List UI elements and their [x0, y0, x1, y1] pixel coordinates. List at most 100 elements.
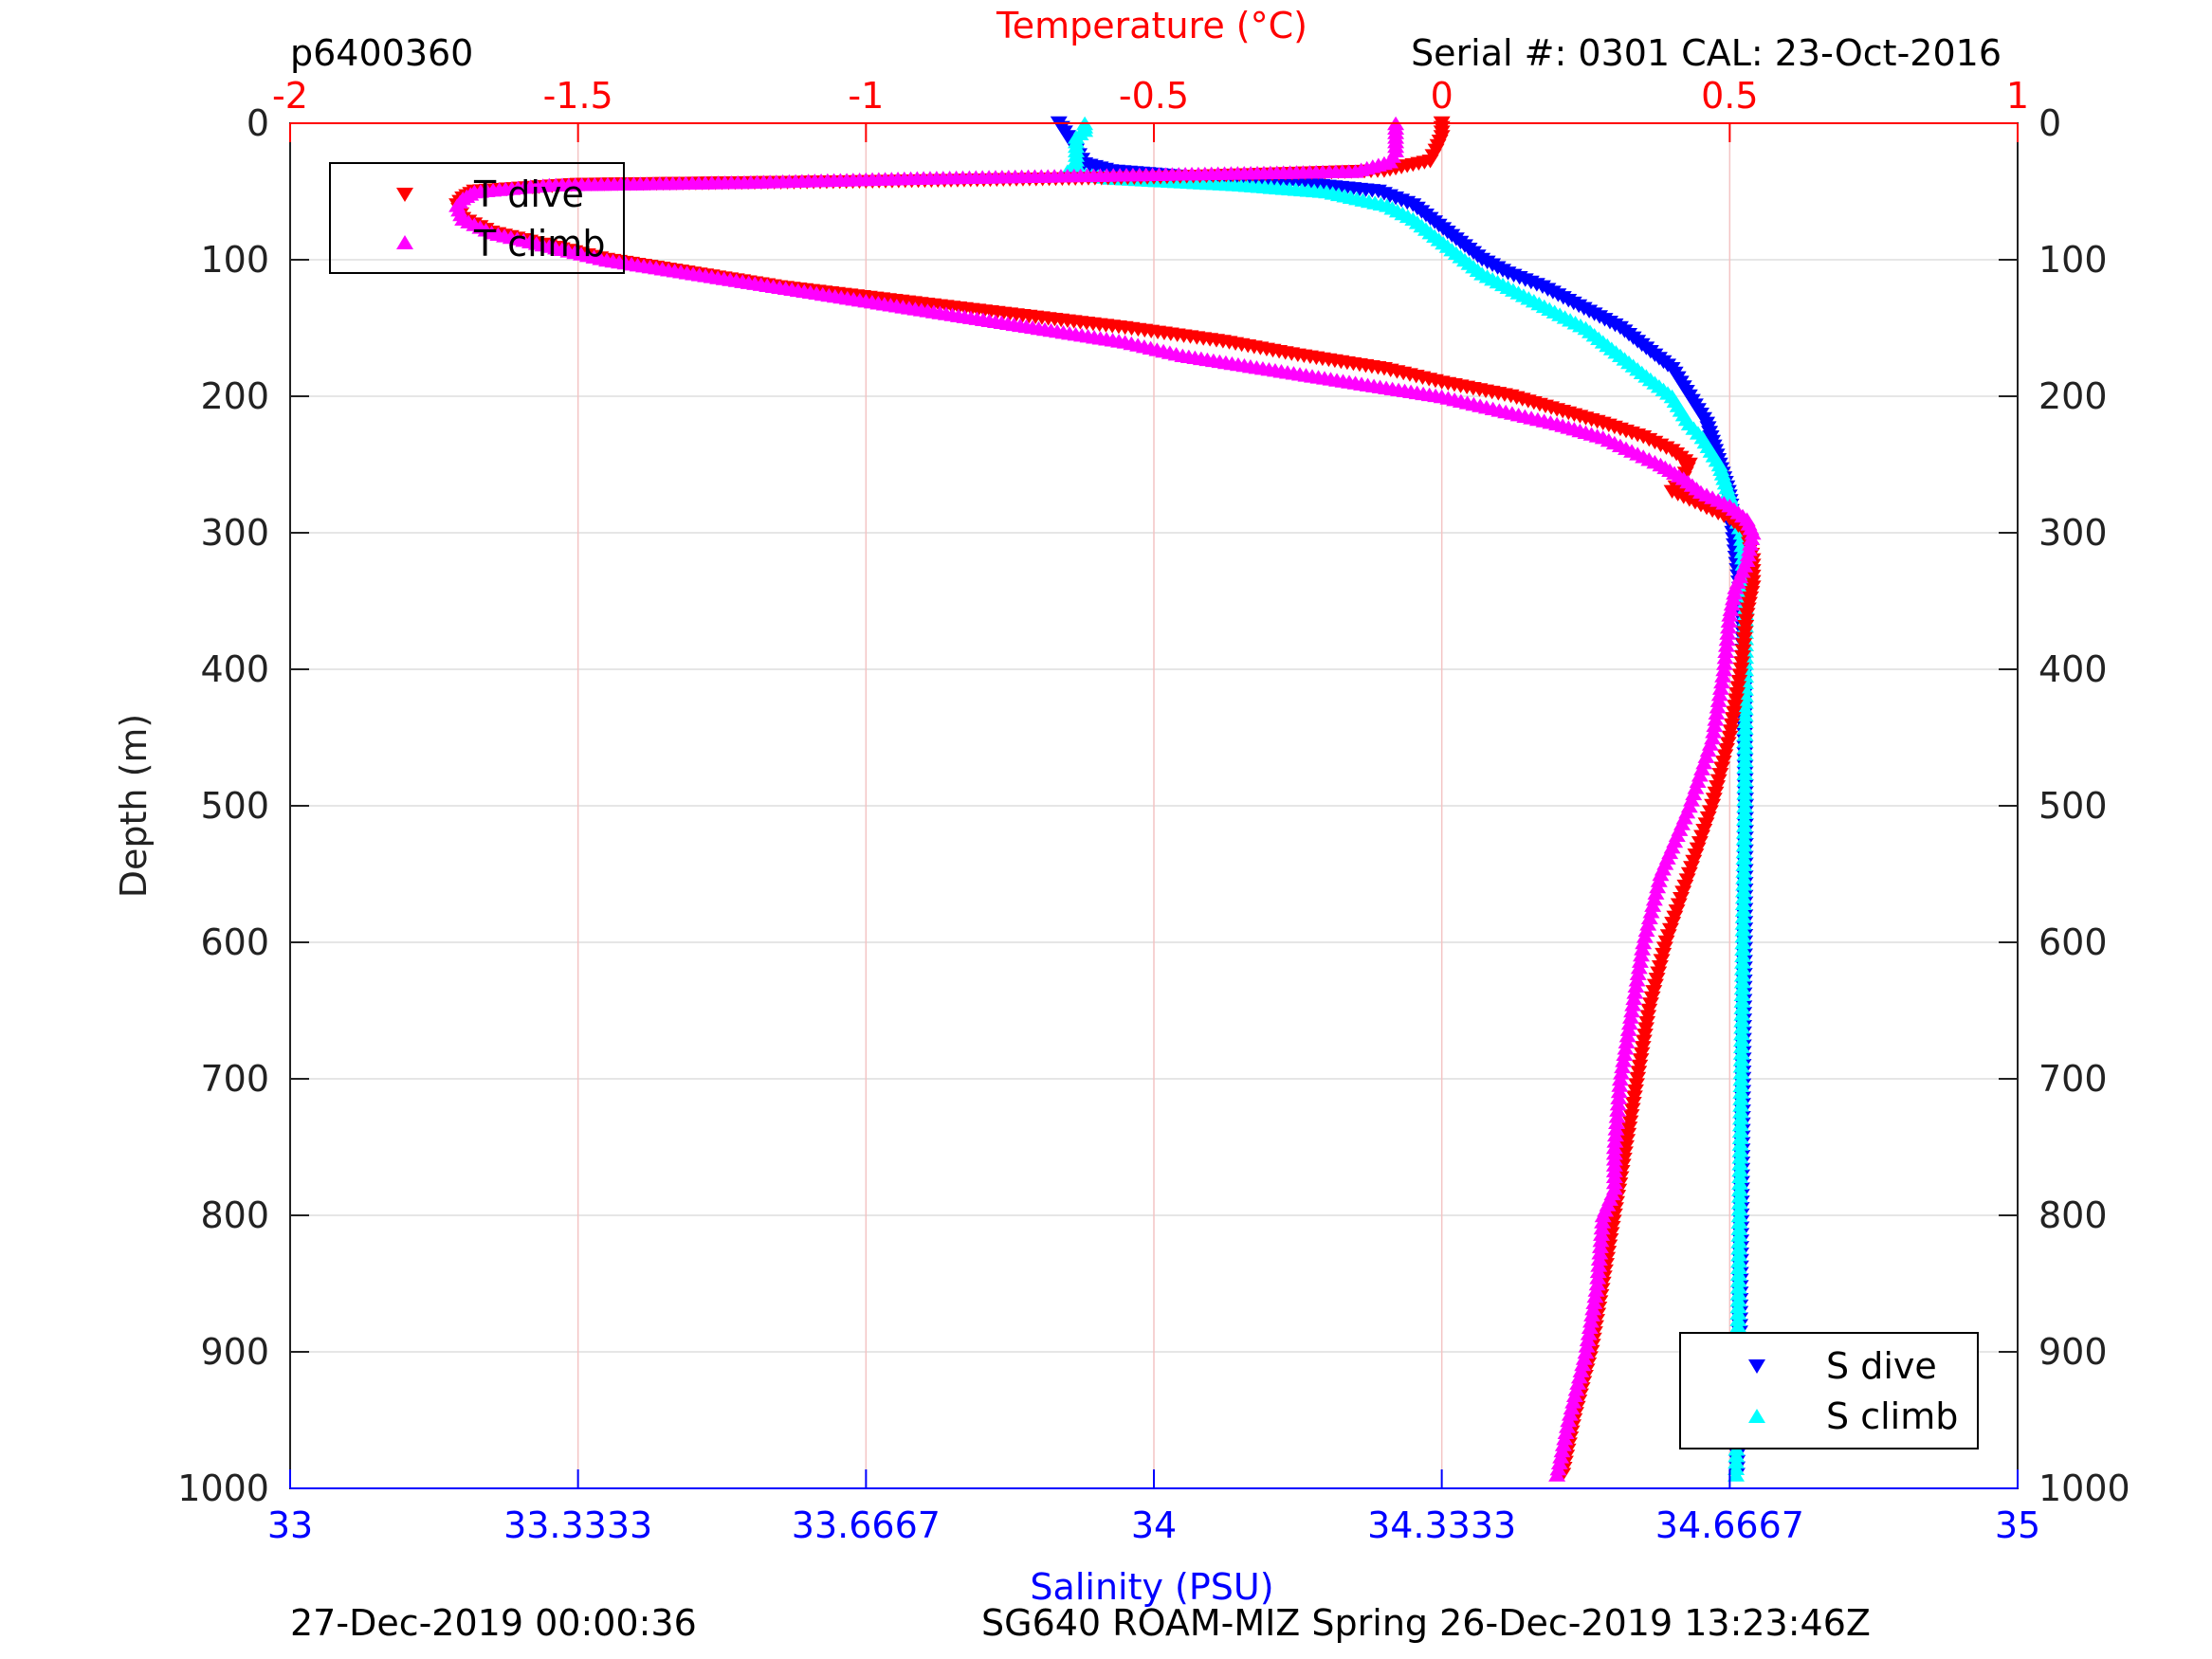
legend-t-dive-label: T dive: [473, 173, 584, 215]
temperature-tick-label: 1: [2006, 75, 2029, 117]
series-t-climb: [448, 116, 1762, 1482]
data-point: [1627, 978, 1645, 994]
depth-tick-label: 1000: [177, 1468, 269, 1509]
data-point: [1582, 1314, 1600, 1328]
data-point: [1715, 662, 1733, 677]
depth-tick-label: 100: [200, 239, 269, 281]
temperature-tick-label: 0: [1431, 75, 1453, 117]
depth-tick-label: 0: [247, 102, 269, 144]
data-point: [1592, 1232, 1610, 1248]
depth-tick-label-right: 300: [2038, 512, 2108, 554]
legend-t-climb-label: T climb: [473, 223, 605, 264]
data-point: [1728, 1468, 1746, 1482]
data-point: [1621, 1010, 1639, 1024]
data-point: [1721, 608, 1739, 622]
data-point: [1586, 1288, 1604, 1304]
data-point: [1707, 712, 1725, 726]
data-point: [1550, 1455, 1568, 1469]
salinity-tick-label: 34.6667: [1655, 1504, 1804, 1546]
series-s-climb: [1058, 116, 1755, 1482]
data-point: [1608, 1109, 1626, 1123]
data-point: [1649, 879, 1667, 894]
legend-temperature: T dive T climb: [329, 162, 625, 274]
data-point: [1548, 1468, 1566, 1482]
data-point: [1590, 1258, 1608, 1272]
data-point: [1594, 1214, 1612, 1229]
depth-tick-label: 600: [200, 921, 269, 963]
data-point: [1644, 898, 1662, 912]
salinity-tick-label: 35: [1995, 1504, 2040, 1546]
data-point: [1640, 910, 1658, 925]
salinity-tick-label: 33: [267, 1504, 313, 1546]
data-point: [1716, 650, 1734, 665]
data-point: [1744, 525, 1762, 540]
data-point: [1565, 1388, 1583, 1403]
data-point: [1580, 1326, 1598, 1340]
depth-tick-label-right: 0: [2038, 102, 2061, 144]
data-point: [1623, 1003, 1641, 1018]
data-point: [1722, 602, 1740, 616]
data-point: [1626, 985, 1644, 999]
data-point: [1719, 626, 1737, 640]
data-point: [1564, 1395, 1582, 1409]
data-point: [1714, 668, 1732, 683]
data-point: [1579, 1332, 1597, 1347]
data-point: [1549, 1462, 1567, 1476]
data-point: [1610, 1090, 1628, 1104]
data-point: [1591, 1246, 1609, 1260]
data-point: [1620, 1015, 1638, 1030]
salinity-axis-label: Salinity (PSU): [1030, 1566, 1273, 1608]
depth-axis-label: Depth (m): [113, 714, 155, 899]
data-point: [1708, 705, 1726, 720]
data-point: [1635, 935, 1653, 950]
depth-tick-label-right: 400: [2038, 648, 2108, 690]
data-point: [1617, 1041, 1635, 1055]
data-point: [1556, 1431, 1574, 1446]
data-point: [1607, 1121, 1625, 1136]
data-point: [1634, 941, 1652, 956]
depth-tick-label-right: 800: [2038, 1194, 2108, 1236]
data-point: [1578, 1339, 1596, 1353]
depth-tick-label-right: 600: [2038, 921, 2108, 963]
data-point: [1606, 1134, 1624, 1148]
data-point: [1581, 1320, 1599, 1335]
data-point: [1590, 1251, 1608, 1267]
data-point: [1709, 700, 1727, 714]
data-point: [1588, 1276, 1606, 1291]
profile-id: p6400360: [290, 32, 474, 74]
data-point: [1631, 954, 1649, 968]
data-point: [1572, 1363, 1590, 1377]
data-point: [1629, 966, 1647, 980]
salinity-tick-label: 33.6667: [792, 1504, 941, 1546]
depth-tick-label-right: 200: [2038, 375, 2108, 417]
data-point: [1616, 1047, 1634, 1062]
data-point: [1713, 674, 1731, 689]
data-point: [1614, 1059, 1632, 1074]
data-point: [1723, 596, 1741, 611]
data-point: [1577, 1344, 1595, 1359]
temperature-tick-label: -1.5: [543, 75, 613, 117]
data-point: [1719, 620, 1737, 634]
data-point: [1619, 1022, 1637, 1036]
legend-salinity-box: [1679, 1332, 1979, 1449]
serial-cal-info: Serial #: 0301 CAL: 23-Oct-2016: [1411, 32, 2002, 74]
data-point: [1561, 1407, 1579, 1421]
depth-tick-label: 500: [200, 785, 269, 827]
data-point: [1715, 656, 1733, 670]
data-point: [1727, 580, 1745, 594]
data-point: [1570, 1369, 1588, 1384]
data-point: [1591, 1239, 1609, 1253]
depth-tick-label-right: 500: [2038, 785, 2108, 827]
data-point: [1742, 537, 1760, 551]
data-point: [1552, 1449, 1570, 1464]
data-point: [1628, 973, 1646, 987]
data-point: [1567, 1382, 1585, 1396]
legend-s-climb-marker: [1748, 1409, 1765, 1423]
data-point: [1633, 947, 1651, 962]
depth-tick-label-right: 900: [2038, 1331, 2108, 1373]
legend-t-dive-marker: [396, 188, 413, 202]
depth-tick-label: 700: [200, 1058, 269, 1100]
depth-tick-label: 200: [200, 375, 269, 417]
legend-s-climb-label: S climb: [1826, 1395, 1958, 1437]
